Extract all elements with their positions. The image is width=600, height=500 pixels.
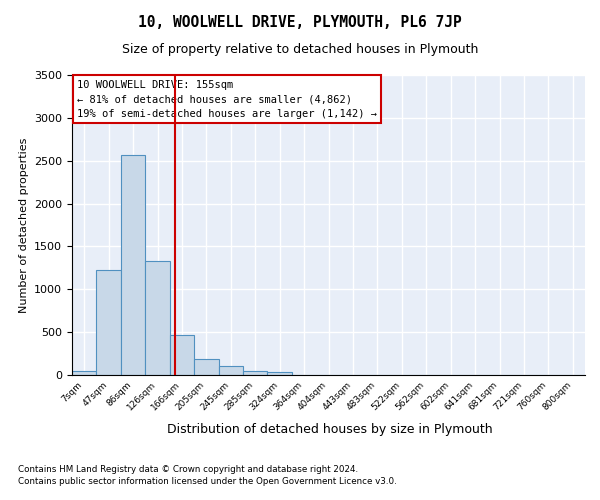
Bar <box>97 270 121 375</box>
Bar <box>121 154 145 375</box>
Bar <box>218 366 243 375</box>
Bar <box>145 261 170 375</box>
Text: 10 WOOLWELL DRIVE: 155sqm
← 81% of detached houses are smaller (4,862)
19% of se: 10 WOOLWELL DRIVE: 155sqm ← 81% of detac… <box>77 80 377 119</box>
Text: Contains public sector information licensed under the Open Government Licence v3: Contains public sector information licen… <box>18 478 397 486</box>
Bar <box>72 370 97 375</box>
Text: Contains HM Land Registry data © Crown copyright and database right 2024.: Contains HM Land Registry data © Crown c… <box>18 465 358 474</box>
Text: 10, WOOLWELL DRIVE, PLYMOUTH, PL6 7JP: 10, WOOLWELL DRIVE, PLYMOUTH, PL6 7JP <box>138 15 462 30</box>
Bar <box>170 334 194 375</box>
Bar <box>194 358 218 375</box>
Y-axis label: Number of detached properties: Number of detached properties <box>19 138 29 312</box>
Text: Distribution of detached houses by size in Plymouth: Distribution of detached houses by size … <box>167 422 493 436</box>
Bar <box>268 372 292 375</box>
Bar <box>243 370 268 375</box>
Text: Size of property relative to detached houses in Plymouth: Size of property relative to detached ho… <box>122 42 478 56</box>
